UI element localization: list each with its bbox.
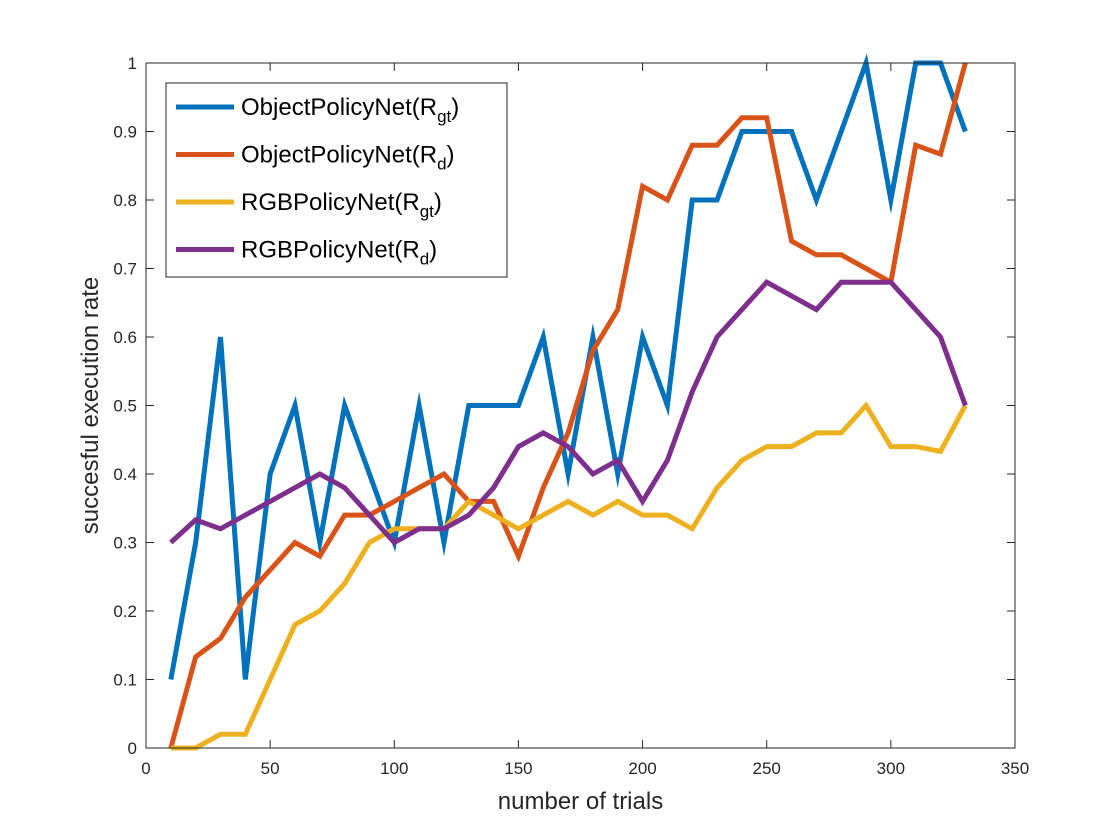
legend-label-1: ObjectPolicyNet(Rgt) — [241, 94, 459, 126]
legend-label-3: RGBPolicyNet(Rgt) — [241, 189, 442, 221]
legend-label-close: ) — [451, 94, 459, 121]
legend-label-close: ) — [447, 142, 455, 169]
y-tick-label: 0.9 — [113, 123, 137, 142]
legend-label-main: ObjectPolicyNet(R — [241, 94, 437, 121]
series-layer — [168, 53, 968, 751]
legend-label-main: RGBPolicyNet(R — [241, 189, 420, 216]
legend-label-main: ObjectPolicyNet(R — [241, 142, 437, 169]
y-tick-label: 1 — [128, 54, 137, 73]
legend-label-subscript: d — [420, 250, 429, 269]
x-tick-label: 200 — [628, 759, 656, 778]
legend-entries: ObjectPolicyNet(Rgt)ObjectPolicyNet(Rd)R… — [176, 94, 459, 269]
y-tick-label: 0.7 — [113, 260, 137, 279]
legend-label-main: RGBPolicyNet(R — [241, 237, 420, 264]
x-tick-label: 50 — [261, 759, 280, 778]
y-tick-label: 0 — [128, 739, 137, 758]
y-axis-label: succesful execution rate — [77, 277, 104, 534]
legend-label-4: RGBPolicyNet(Rd) — [241, 237, 437, 269]
legend-label-2: ObjectPolicyNet(Rd) — [241, 142, 455, 174]
legend-label-subscript: d — [437, 155, 446, 174]
legend-box — [165, 82, 508, 278]
x-axis-label: number of trials — [498, 788, 663, 815]
legend-label-close: ) — [429, 237, 437, 264]
y-tick-label: 0.6 — [113, 328, 137, 347]
tick-layer: 0 50 100 150 200 250 300 350 0 0.1 0.2 0.3 0.4 0.5 0.6… — [113, 54, 1029, 778]
legend: ObjectPolicyNet(Rgt)ObjectPolicyNet(Rd)R… — [165, 82, 508, 278]
legend-label-close: ) — [434, 189, 442, 216]
y-tick-label: 0.8 — [113, 191, 137, 210]
y-tick-label: 0.1 — [113, 671, 137, 690]
legend-label-subscript: gt — [437, 107, 451, 126]
legend-label-subscript: gt — [420, 202, 434, 221]
x-tick-label: 100 — [380, 759, 408, 778]
x-tick-label: 0 — [141, 759, 150, 778]
x-tick-label: 250 — [753, 759, 781, 778]
y-tick-label: 0.2 — [113, 602, 137, 621]
x-tick-label: 300 — [877, 759, 905, 778]
y-tick-label: 0.3 — [113, 534, 137, 553]
y-tick-label: 0.5 — [113, 397, 137, 416]
x-tick-label: 350 — [1001, 759, 1029, 778]
y-tick-label: 0.4 — [113, 465, 137, 484]
x-tick-label: 150 — [504, 759, 532, 778]
